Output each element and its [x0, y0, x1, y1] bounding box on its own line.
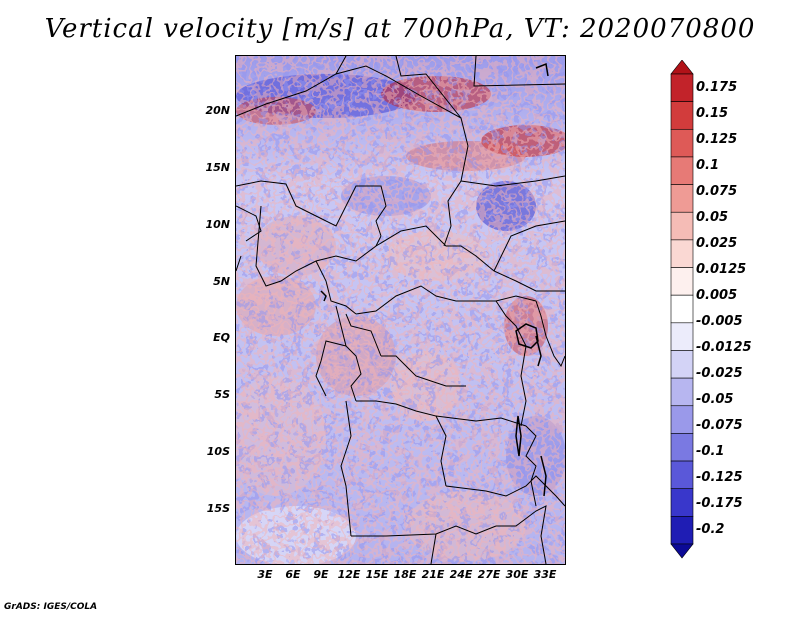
colorbar-segment — [670, 73, 694, 102]
colorbar-segment — [670, 128, 694, 158]
colorbar-segment — [670, 460, 694, 490]
lon-label-18e: 18E — [393, 568, 417, 581]
grads-credit: GrADS: IGES/COLA — [4, 602, 98, 612]
lon-label-33e: 33E — [533, 568, 557, 581]
lat-label-eq: EQ — [213, 331, 230, 344]
field-noise-red — [236, 56, 565, 564]
colorbar-label-6: 0.025 — [696, 236, 738, 251]
colorbar-label-10: -0.0125 — [696, 340, 752, 355]
lake-outlines — [320, 62, 549, 497]
colorbar-segment — [670, 322, 694, 351]
colorbar-label-15: -0.125 — [696, 470, 743, 485]
colorbar-segment — [670, 350, 694, 379]
colorbar-segment — [670, 184, 694, 213]
colorbar-label-16: -0.175 — [696, 496, 743, 511]
colorbar-label-5: 0.05 — [696, 210, 729, 225]
lon-label-30e: 30E — [505, 568, 529, 581]
lat-label-15n: 15N — [205, 161, 230, 174]
colorbar-label-13: -0.075 — [696, 418, 743, 433]
colorbar-label-2: 0.125 — [696, 132, 738, 147]
lat-label-10s: 10S — [206, 445, 230, 458]
colorbar-label-12: -0.05 — [696, 392, 734, 407]
colorbar-segment — [670, 405, 694, 434]
colorbar-segments — [670, 60, 694, 559]
colorbar-label-17: -0.2 — [696, 522, 725, 537]
colorbar — [670, 60, 694, 559]
lon-label-21e: 21E — [421, 568, 445, 581]
map-svg — [236, 56, 565, 564]
lat-label-15s: 15S — [206, 502, 230, 515]
chart-title: Vertical velocity [m/s] at 700hPa, VT: 2… — [44, 14, 756, 44]
colorbar-label-0: 0.175 — [696, 80, 738, 95]
colorbar-segment — [670, 433, 694, 462]
colorbar-segment — [670, 211, 694, 241]
colorbar-segment — [670, 543, 694, 559]
map-plot-area[interactable] — [235, 55, 566, 565]
colorbar-label-7: 0.0125 — [696, 262, 747, 277]
colorbar-label-11: -0.025 — [696, 366, 743, 381]
lat-label-5n: 5N — [213, 275, 230, 288]
colorbar-segment — [670, 239, 694, 268]
lon-label-15e: 15E — [365, 568, 389, 581]
colorbar-segment — [670, 377, 694, 407]
lon-label-3e: 3E — [257, 568, 273, 581]
colorbar-label-8: 0.005 — [696, 288, 738, 303]
colorbar-segment — [670, 516, 694, 545]
colorbar-label-4: 0.075 — [696, 184, 738, 199]
lon-label-27e: 27E — [477, 568, 501, 581]
lat-label-5s: 5S — [214, 388, 230, 401]
lon-label-9e: 9E — [313, 568, 329, 581]
lon-label-12e: 12E — [337, 568, 361, 581]
colorbar-label-14: -0.1 — [696, 444, 725, 459]
colorbar-label-9: -0.005 — [696, 314, 743, 329]
country-borders — [236, 56, 565, 564]
lon-label-6e: 6E — [285, 568, 301, 581]
colorbar-segment — [670, 156, 694, 185]
colorbar-label-3: 0.1 — [696, 158, 720, 173]
colorbar-segment — [670, 267, 694, 296]
colorbar-segment — [670, 294, 694, 324]
colorbar-segment — [670, 60, 694, 75]
lat-label-10n: 10N — [205, 218, 230, 231]
colorbar-segment — [670, 101, 694, 130]
colorbar-segment — [670, 488, 694, 517]
colorbar-label-1: 0.15 — [696, 106, 729, 121]
lon-label-24e: 24E — [449, 568, 473, 581]
lat-label-20n: 20N — [205, 104, 230, 117]
